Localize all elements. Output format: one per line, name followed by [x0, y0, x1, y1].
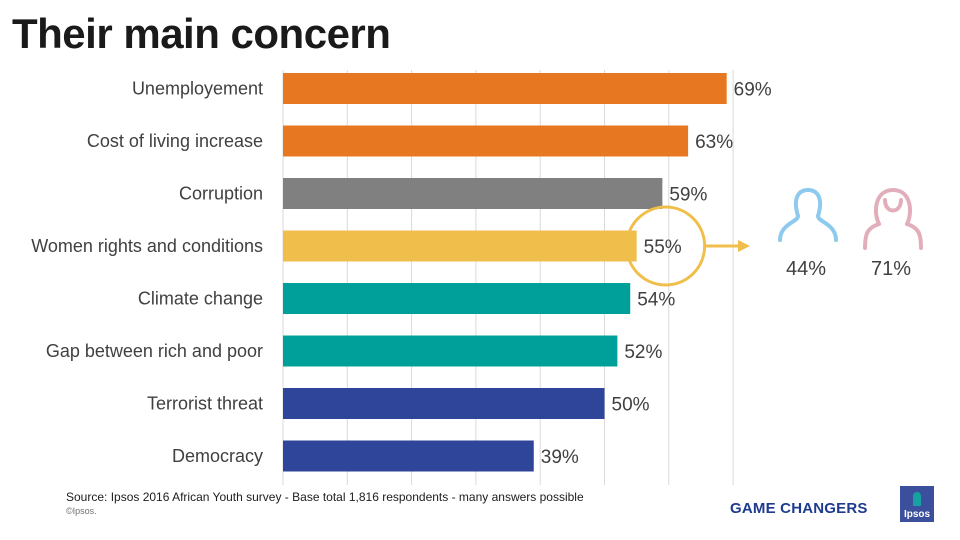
ipsos-logo: Ipsos: [900, 486, 934, 522]
copyright-note: ©Ipsos.: [66, 506, 97, 516]
bar: [283, 178, 663, 209]
bar: [283, 125, 689, 157]
value-label: 63%: [695, 132, 733, 153]
value-label: 52%: [624, 342, 662, 363]
category-label: Cost of living increase: [87, 131, 263, 151]
page-title: Their main concern: [12, 10, 391, 57]
logo-mark-icon: [913, 492, 921, 506]
male-person-icon: [778, 188, 838, 242]
bar: [283, 73, 727, 104]
category-label: Women rights and conditions: [31, 236, 263, 256]
value-label: 59%: [669, 185, 707, 206]
brand-tagline: GAME CHANGERS: [730, 500, 868, 517]
bar: [283, 283, 631, 314]
category-label: Climate change: [138, 289, 263, 309]
category-label: Democracy: [172, 446, 263, 466]
source-note: Source: Ipsos 2016 African Youth survey …: [66, 490, 584, 504]
category-label: Corruption: [179, 184, 263, 204]
value-label: 55%: [644, 237, 682, 258]
value-label: 69%: [734, 80, 772, 101]
female-value: 71%: [871, 258, 912, 280]
bar: [283, 388, 605, 419]
value-label: 54%: [637, 290, 675, 311]
female-person-icon: [863, 188, 923, 250]
bar: [283, 440, 534, 472]
category-label: Unemployement: [132, 79, 263, 99]
male-value: 44%: [786, 258, 827, 280]
logo-text: Ipsos: [903, 509, 931, 520]
bar: [283, 335, 618, 367]
value-label: 39%: [541, 447, 579, 468]
value-label: 50%: [612, 395, 650, 416]
bar: [283, 230, 637, 262]
category-label: Terrorist threat: [147, 394, 263, 414]
category-label: Gap between rich and poor: [46, 341, 263, 361]
arrow-head-icon: [738, 240, 750, 252]
